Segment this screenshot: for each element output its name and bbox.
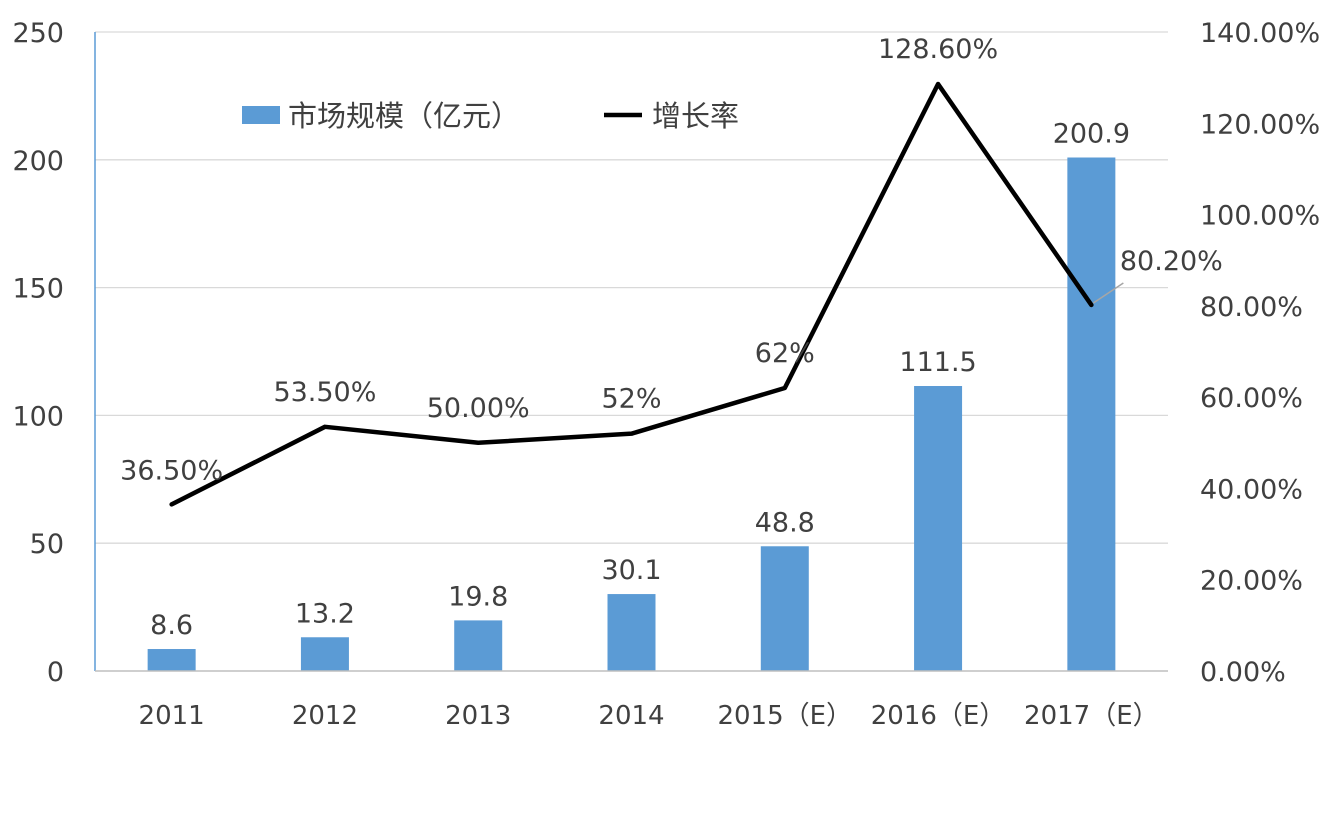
bar-data-label: 30.1 xyxy=(601,555,661,586)
bar-data-label: 111.5 xyxy=(899,347,976,378)
bar xyxy=(147,649,196,671)
growth-line-series xyxy=(169,81,1094,507)
line-data-label: 52% xyxy=(601,384,661,415)
line-label-leader xyxy=(1092,282,1124,304)
bar xyxy=(914,386,963,671)
x-tick-label: 2013 xyxy=(445,701,511,731)
axes: 0 50 100 150 200 250 0.00% 20.00% 40.00% 60.00% 80… xyxy=(12,18,1320,731)
y-right-tick-label: 80.00% xyxy=(1200,292,1303,323)
bar xyxy=(760,546,809,671)
bar xyxy=(1067,157,1116,671)
y-right-tick-label: 40.00% xyxy=(1200,474,1303,505)
y-right-tick-label: 0.00% xyxy=(1200,657,1286,688)
y-right-tick-label: 140.00% xyxy=(1200,18,1320,49)
bar-data-label: 8.6 xyxy=(150,610,193,641)
bar-data-label: 19.8 xyxy=(448,581,508,612)
bar xyxy=(607,594,656,671)
growth-rate-line xyxy=(169,81,1094,507)
bar xyxy=(454,620,503,671)
y-left-tick-label: 200 xyxy=(12,146,64,177)
bar-series xyxy=(147,157,1116,671)
line-data-label: 62% xyxy=(755,338,815,369)
line-data-label: 50.00% xyxy=(427,393,530,424)
line-data-label: 128.60% xyxy=(878,34,998,65)
bar-data-label: 200.9 xyxy=(1053,118,1130,149)
x-tick-label: 2011 xyxy=(139,701,205,731)
y-right-tick-label: 100.00% xyxy=(1200,201,1320,232)
x-tick-label: 2012 xyxy=(292,701,358,731)
y-left-tick-label: 150 xyxy=(12,274,64,305)
legend-label-market-size: 市场规模（亿元） xyxy=(288,99,520,133)
y-left-tick-label: 100 xyxy=(12,401,64,432)
y-left-tick-label: 50 xyxy=(30,529,64,560)
data-labels: 8.6 13.2 19.8 30.1 48.8 111.5 200.9 36.50% 53.50… xyxy=(120,34,1223,641)
x-tick-label: 2015（E） xyxy=(717,701,852,731)
y-left-tick-label: 0 xyxy=(47,657,64,688)
y-right-tick-label: 120.00% xyxy=(1200,109,1320,140)
y-left-tick-label: 250 xyxy=(12,18,64,49)
line-data-label: 80.20% xyxy=(1120,246,1223,277)
x-tick-label: 2017（E） xyxy=(1024,701,1159,731)
x-tick-label: 2014 xyxy=(598,701,664,731)
legend-swatch-market-size xyxy=(242,106,280,124)
bar-data-label: 13.2 xyxy=(295,598,355,629)
line-data-label: 53.50% xyxy=(273,377,376,408)
bar-data-label: 48.8 xyxy=(755,507,815,538)
legend-label-growth-rate: 增长率 xyxy=(652,99,739,133)
y-right-tick-label: 60.00% xyxy=(1200,383,1303,414)
x-tick-label: 2016（E） xyxy=(871,701,1006,731)
bar xyxy=(300,637,349,671)
line-data-label: 36.50% xyxy=(120,455,223,486)
legend: 市场规模（亿元） 增长率 xyxy=(242,99,739,133)
y-right-tick-label: 20.00% xyxy=(1200,566,1303,597)
